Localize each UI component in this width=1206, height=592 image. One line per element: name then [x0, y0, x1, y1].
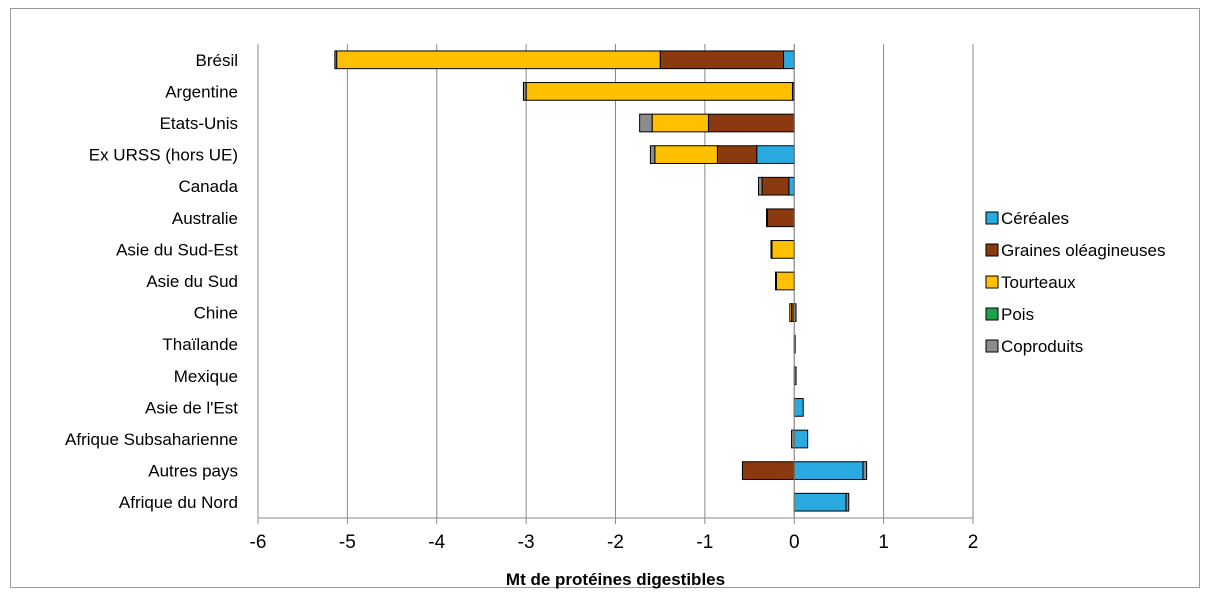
- bar-segment: [761, 176, 790, 196]
- bar-segment: [649, 145, 656, 164]
- category-label: Asie du Sud: [146, 272, 238, 291]
- x-tick-label: 1: [878, 532, 889, 553]
- bar-segment: [651, 113, 709, 133]
- legend-swatch: [985, 243, 999, 257]
- bar-segment: [793, 492, 847, 512]
- category-label: Autres pays: [148, 462, 238, 481]
- category-label: Thaïlande: [162, 335, 238, 354]
- category-label: Mexique: [174, 367, 238, 386]
- x-tick-label: -3: [518, 532, 535, 553]
- bar-segment: [771, 240, 795, 259]
- bar-segment: [707, 113, 795, 133]
- legend-swatch: [985, 307, 999, 321]
- bar-segment: [766, 208, 795, 228]
- bar-segment: [766, 208, 768, 228]
- category-label: Afrique du Nord: [119, 493, 238, 512]
- x-tick-label: -1: [696, 532, 713, 553]
- x-tick-label: 2: [968, 532, 979, 553]
- bar-segment: [793, 398, 804, 417]
- bar-segment: [639, 113, 653, 133]
- category-label: Argentine: [165, 82, 238, 101]
- category-label: Brésil: [195, 51, 238, 70]
- bar-segment: [654, 145, 718, 164]
- bar-segment: [775, 271, 795, 291]
- category-label: Ex URSS (hors UE): [89, 146, 238, 165]
- bar-segment: [845, 492, 850, 512]
- bar-segment: [336, 50, 661, 70]
- x-tick-label: -5: [339, 532, 356, 553]
- legend-label: Céréales: [1001, 209, 1069, 228]
- x-tick-label: -2: [607, 532, 624, 553]
- bar-segment: [659, 50, 785, 70]
- legend-swatch: [985, 275, 999, 289]
- bar-segment: [525, 82, 793, 101]
- bar-segment: [334, 50, 338, 70]
- category-label: Asie du Sud-Est: [116, 240, 238, 259]
- bar-segment: [770, 240, 773, 259]
- category-label: Chine: [194, 304, 238, 323]
- bar-segment: [758, 176, 763, 196]
- x-tick-label: -6: [250, 532, 267, 553]
- bar-segment: [788, 176, 795, 196]
- x-tick-label: 0: [789, 532, 800, 553]
- bar-segment: [741, 461, 795, 480]
- bar-segment: [789, 303, 793, 322]
- bar-segment: [774, 271, 777, 291]
- legend-swatch: [985, 339, 999, 353]
- x-tick-label: -4: [428, 532, 445, 553]
- legend-label: Tourteaux: [1001, 273, 1076, 292]
- bar-segment: [716, 145, 758, 164]
- x-axis-title: Mt de protéines digestibles: [506, 570, 725, 589]
- category-label: Asie de l'Est: [145, 398, 238, 417]
- bar-segment: [522, 82, 527, 101]
- category-label: Australie: [172, 209, 238, 228]
- legend-swatch: [985, 211, 999, 225]
- legend-label: Pois: [1001, 305, 1034, 324]
- bar-segment: [783, 50, 795, 70]
- legend-label: Graines oléagineuses: [1001, 241, 1165, 260]
- bar-segment: [862, 461, 868, 480]
- category-label: Canada: [178, 177, 238, 196]
- category-label: Afrique Subsaharienne: [65, 430, 238, 449]
- chart-frame: [10, 8, 1200, 588]
- category-label: Etats-Unis: [160, 114, 238, 133]
- legend-label: Coproduits: [1001, 337, 1083, 356]
- bar-segment: [793, 429, 809, 449]
- bar-segment: [793, 461, 864, 480]
- bar-segment: [756, 145, 795, 164]
